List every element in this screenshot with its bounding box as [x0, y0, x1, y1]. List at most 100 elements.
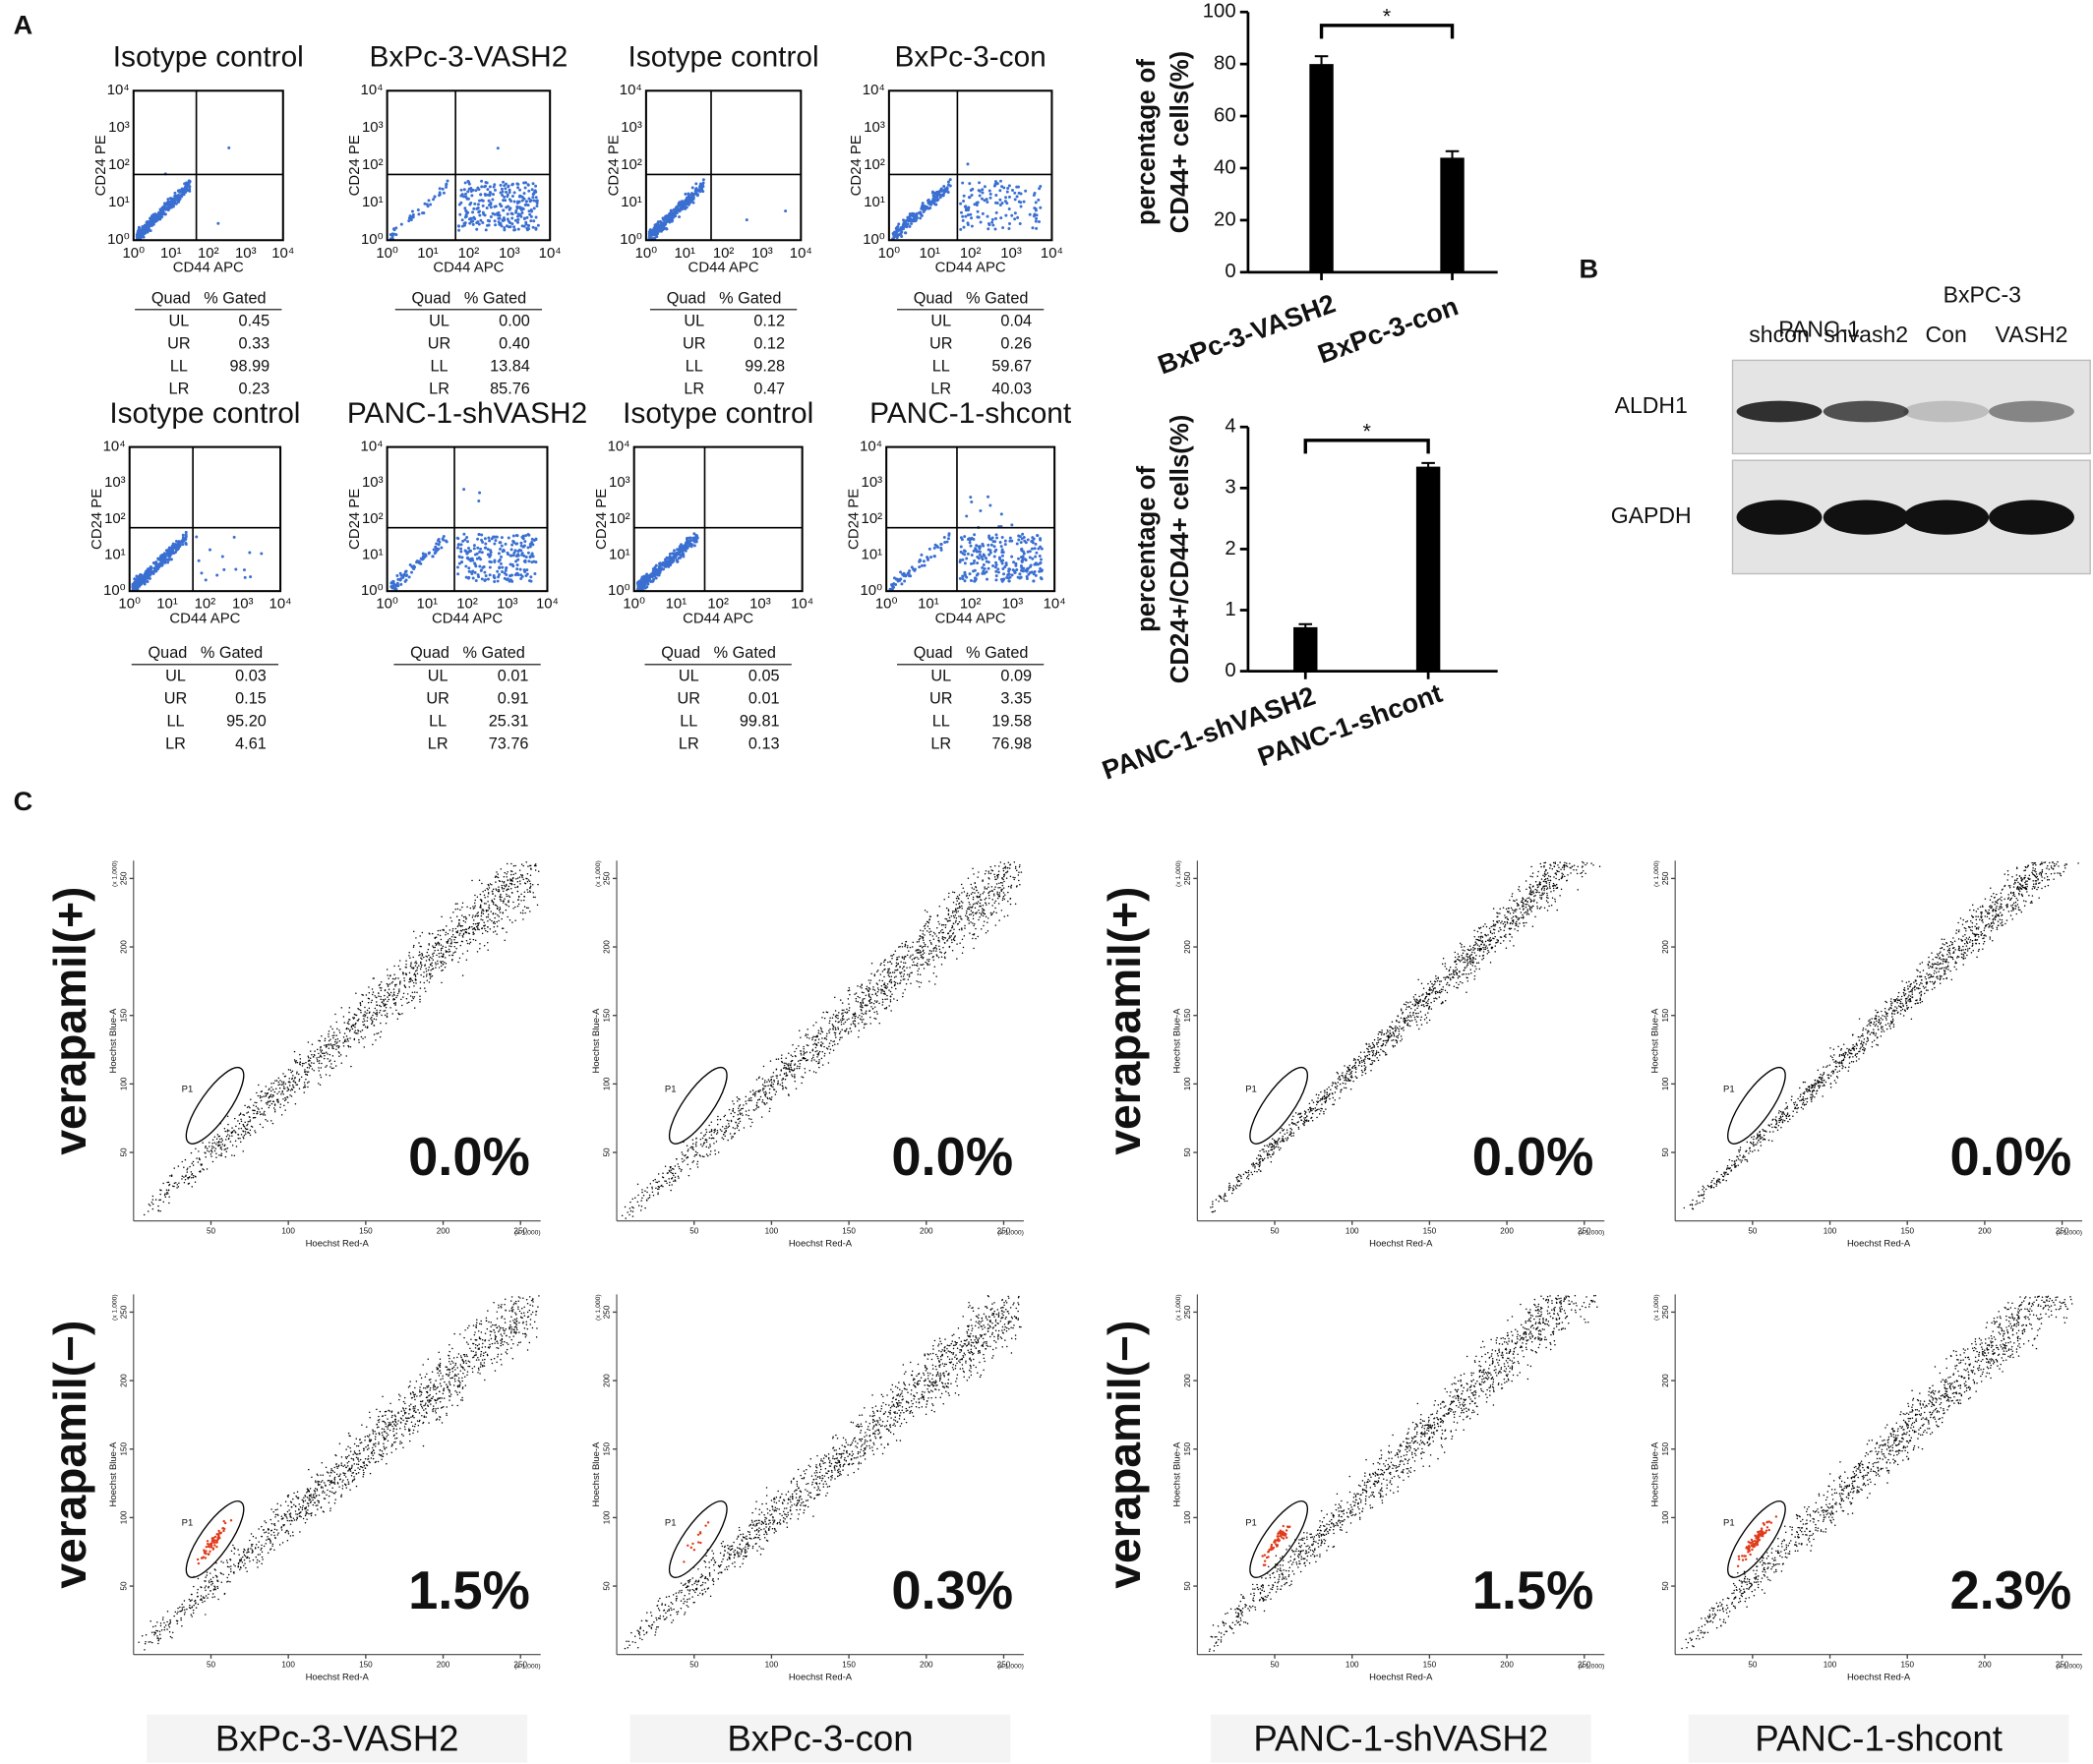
dot [863, 1027, 866, 1029]
dot [428, 954, 430, 957]
dot [863, 991, 865, 994]
dot [311, 1068, 314, 1070]
dot [927, 547, 931, 551]
dot [218, 1144, 221, 1147]
dot [728, 1108, 731, 1111]
dot [821, 1050, 824, 1053]
dot [403, 979, 406, 982]
dot [176, 1184, 179, 1186]
dot [503, 226, 507, 230]
dot [409, 217, 413, 221]
dot [674, 1176, 677, 1179]
dot [968, 541, 972, 545]
table-header: Quad [151, 289, 191, 307]
table-value: 3.35 [1000, 689, 1032, 707]
dot [520, 199, 524, 203]
dot [397, 977, 399, 979]
dot [494, 876, 497, 878]
table-quadrant: LR [429, 381, 449, 398]
dot [223, 1127, 226, 1130]
dot [426, 951, 429, 954]
dot [186, 1167, 189, 1170]
dot [832, 1028, 834, 1029]
dot [531, 225, 535, 229]
dot [471, 879, 473, 882]
dot [994, 210, 998, 214]
dot [398, 990, 400, 992]
dot [1007, 579, 1011, 583]
dot [883, 961, 885, 964]
dot [219, 1138, 221, 1141]
dot [698, 185, 702, 189]
dot [913, 964, 916, 967]
dot [431, 932, 434, 935]
dot [465, 918, 467, 920]
table-value: 99.81 [740, 712, 780, 730]
dot [388, 977, 389, 979]
dot [495, 912, 497, 915]
x-tick-label: 10⁴ [271, 245, 294, 262]
dot [321, 1049, 324, 1051]
dot [1002, 887, 1005, 889]
dot [235, 1146, 238, 1147]
dot [1031, 536, 1035, 540]
dot [655, 572, 659, 576]
dot [518, 880, 521, 882]
dot [445, 963, 448, 965]
dot [344, 1038, 346, 1041]
dot [287, 1069, 290, 1071]
dot [476, 206, 480, 210]
dot [442, 535, 446, 539]
dot [459, 547, 463, 551]
dot [186, 1171, 189, 1173]
table-quadrant: UL [165, 667, 186, 684]
y-tick-label: 10⁴ [860, 439, 882, 455]
dot [483, 903, 486, 905]
dot [393, 991, 395, 994]
dot [414, 962, 416, 964]
dot [522, 197, 526, 201]
dot [658, 564, 662, 568]
dot [253, 1104, 255, 1107]
dot [393, 965, 395, 968]
dot [273, 1109, 276, 1111]
dot [436, 954, 438, 957]
dot [412, 930, 415, 933]
dot [215, 1152, 217, 1155]
dot [335, 1034, 337, 1036]
dot [939, 542, 943, 546]
dot [181, 533, 185, 537]
dot [508, 207, 511, 211]
dot [482, 912, 485, 915]
dot [266, 1103, 269, 1105]
dot [290, 1095, 293, 1097]
plot-title: Isotype control [628, 41, 819, 74]
dot [489, 928, 492, 930]
dot [471, 219, 475, 223]
dot [410, 967, 413, 969]
dot [513, 573, 517, 577]
dot [523, 559, 527, 562]
dot [988, 503, 992, 507]
dot [357, 1007, 359, 1010]
dot [972, 904, 975, 906]
y-tick-label: 10¹ [862, 546, 883, 562]
y-tick-label: 10¹ [104, 546, 126, 562]
table-value: 0.00 [499, 312, 530, 329]
dot [655, 223, 659, 227]
dot [343, 1032, 346, 1034]
dot [257, 1107, 259, 1109]
y-tick-label: 2 [1225, 538, 1235, 559]
dot [663, 561, 667, 565]
dot [304, 1069, 306, 1071]
dot [204, 1151, 206, 1154]
table-quadrant: UR [683, 334, 705, 352]
dot [429, 956, 432, 959]
dot [279, 1084, 281, 1086]
dot [458, 212, 462, 216]
dot [464, 921, 467, 923]
x-tick-label: 10¹ [417, 245, 439, 262]
dot [742, 1107, 744, 1110]
dot [353, 1031, 356, 1033]
dot [379, 1035, 382, 1038]
